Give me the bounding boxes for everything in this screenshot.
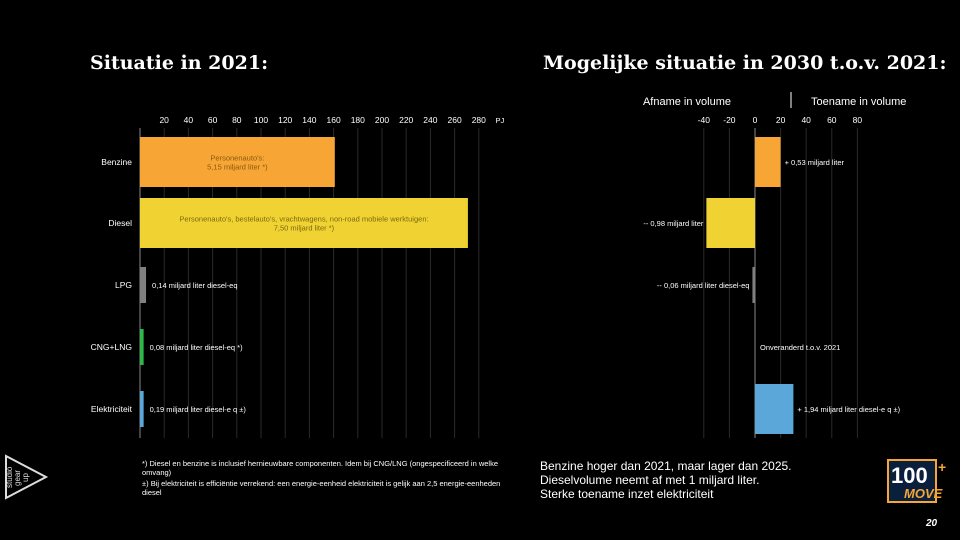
footnotes: *) Diesel en benzine is inclusief hernie…	[142, 459, 512, 499]
left-tick-label: 240	[423, 115, 437, 125]
left-category-label: Diesel	[108, 218, 132, 228]
right-tick-label: 80	[853, 115, 863, 125]
left-bar-benzine	[140, 137, 335, 187]
left-tick-label: 200	[375, 115, 389, 125]
summary-text: Benzine hoger dan 2021, maar lager dan 2…	[540, 459, 792, 501]
right-bar-diesel	[706, 198, 755, 248]
left-bar-cng	[140, 329, 144, 365]
100-move-logo: 100 MOVE +	[886, 456, 950, 504]
left-tick-label: 220	[399, 115, 413, 125]
svg-text:100: 100	[891, 463, 928, 488]
left-tick-label: 40	[184, 115, 194, 125]
left-bar-label-benzine-line-2: 5,15 miljard liter *)	[207, 163, 268, 172]
left-tick-label: 80	[232, 115, 242, 125]
right-bar-elektriciteit	[755, 384, 794, 434]
left-tick-label: 20	[159, 115, 169, 125]
left-category-label: LPG	[115, 280, 132, 290]
left-bar-lpg	[140, 267, 147, 303]
right-bar-label-cng: Onveranderd t.o.v. 2021	[760, 343, 840, 352]
left-chart-title: Situatie in 2021:	[90, 52, 269, 74]
summary-line-3: Sterke toename inzet elektriciteit	[540, 487, 714, 501]
left-tick-label: 100	[254, 115, 268, 125]
left-bar-label-cng: 0,08 miljard liter diesel-eq *)	[150, 343, 243, 352]
left-tick-label: 140	[302, 115, 316, 125]
left-bar-elektriciteit	[140, 391, 144, 427]
studio-gear-up-logo: studio gear up	[4, 454, 50, 500]
right-bar-label-benzine: + 0,53 miljard liter	[785, 158, 845, 167]
svg-text:gear: gear	[13, 470, 22, 486]
left-tick-label: 120	[278, 115, 292, 125]
left-bar-label-lpg: 0,14 miljard liter diesel-eq	[152, 281, 237, 290]
right-bar-label-diesel: -- 0,98 miljard liter	[643, 219, 704, 228]
left-tick-label: 180	[351, 115, 365, 125]
summary-line-2: Dieselvolume neemt af met 1 miljard lite…	[540, 473, 760, 487]
right-tick-label: 60	[827, 115, 837, 125]
right-bar-lpg	[752, 267, 755, 303]
svg-text:studio: studio	[5, 466, 14, 488]
footnote-1: *) Diesel en benzine is inclusief hernie…	[142, 459, 499, 477]
right-bar-benzine	[755, 137, 781, 187]
left-tick-label: 260	[448, 115, 462, 125]
left-tick-label: 280	[472, 115, 486, 125]
page-number: 20	[926, 518, 938, 529]
left-category-label: Elektriciteit	[91, 404, 133, 414]
svg-text:MOVE: MOVE	[904, 486, 943, 501]
summary-line-1: Benzine hoger dan 2021, maar lager dan 2…	[540, 459, 792, 473]
left-bar-label-benzine-line-1: Personenauto's:	[210, 154, 264, 163]
svg-text:+: +	[938, 459, 946, 475]
svg-text:up: up	[21, 473, 30, 482]
left-bar-label-diesel-line-1: Personenauto's, bestelauto's, vrachtwage…	[179, 215, 428, 224]
left-bar-label-elektriciteit: 0,19 miljard liter diesel-e q ±)	[150, 405, 247, 414]
left-tick-label: 60	[208, 115, 218, 125]
right-tick-label: 20	[776, 115, 786, 125]
left-category-label: Benzine	[101, 157, 132, 167]
right-axis-label-right: Toename in volume	[811, 96, 906, 108]
right-tick-label: -40	[698, 115, 711, 125]
left-tick-label: 160	[327, 115, 341, 125]
left-category-label: CNG+LNG	[91, 342, 132, 352]
right-axis-label-left: Afname in volume	[643, 96, 731, 108]
left-bar-diesel	[140, 198, 468, 248]
right-chart-title: Mogelijke situatie in 2030 t.o.v. 2021:	[543, 52, 947, 74]
left-bar-label-diesel-line-2: 7,50 miljard liter *)	[274, 224, 335, 233]
right-tick-label: -20	[723, 115, 736, 125]
right-tick-label: 40	[801, 115, 811, 125]
right-tick-label: 0	[753, 115, 758, 125]
right-bar-label-elektriciteit: + 1,94 miljard liter diesel-e q ±)	[797, 405, 900, 414]
right-bar-label-lpg: -- 0,06 miljard liter diesel-eq	[657, 281, 750, 290]
left-unit-label: PJ	[496, 116, 505, 125]
footnote-2: ±) Bij elektriciteit is efficiëntie verr…	[142, 479, 501, 497]
